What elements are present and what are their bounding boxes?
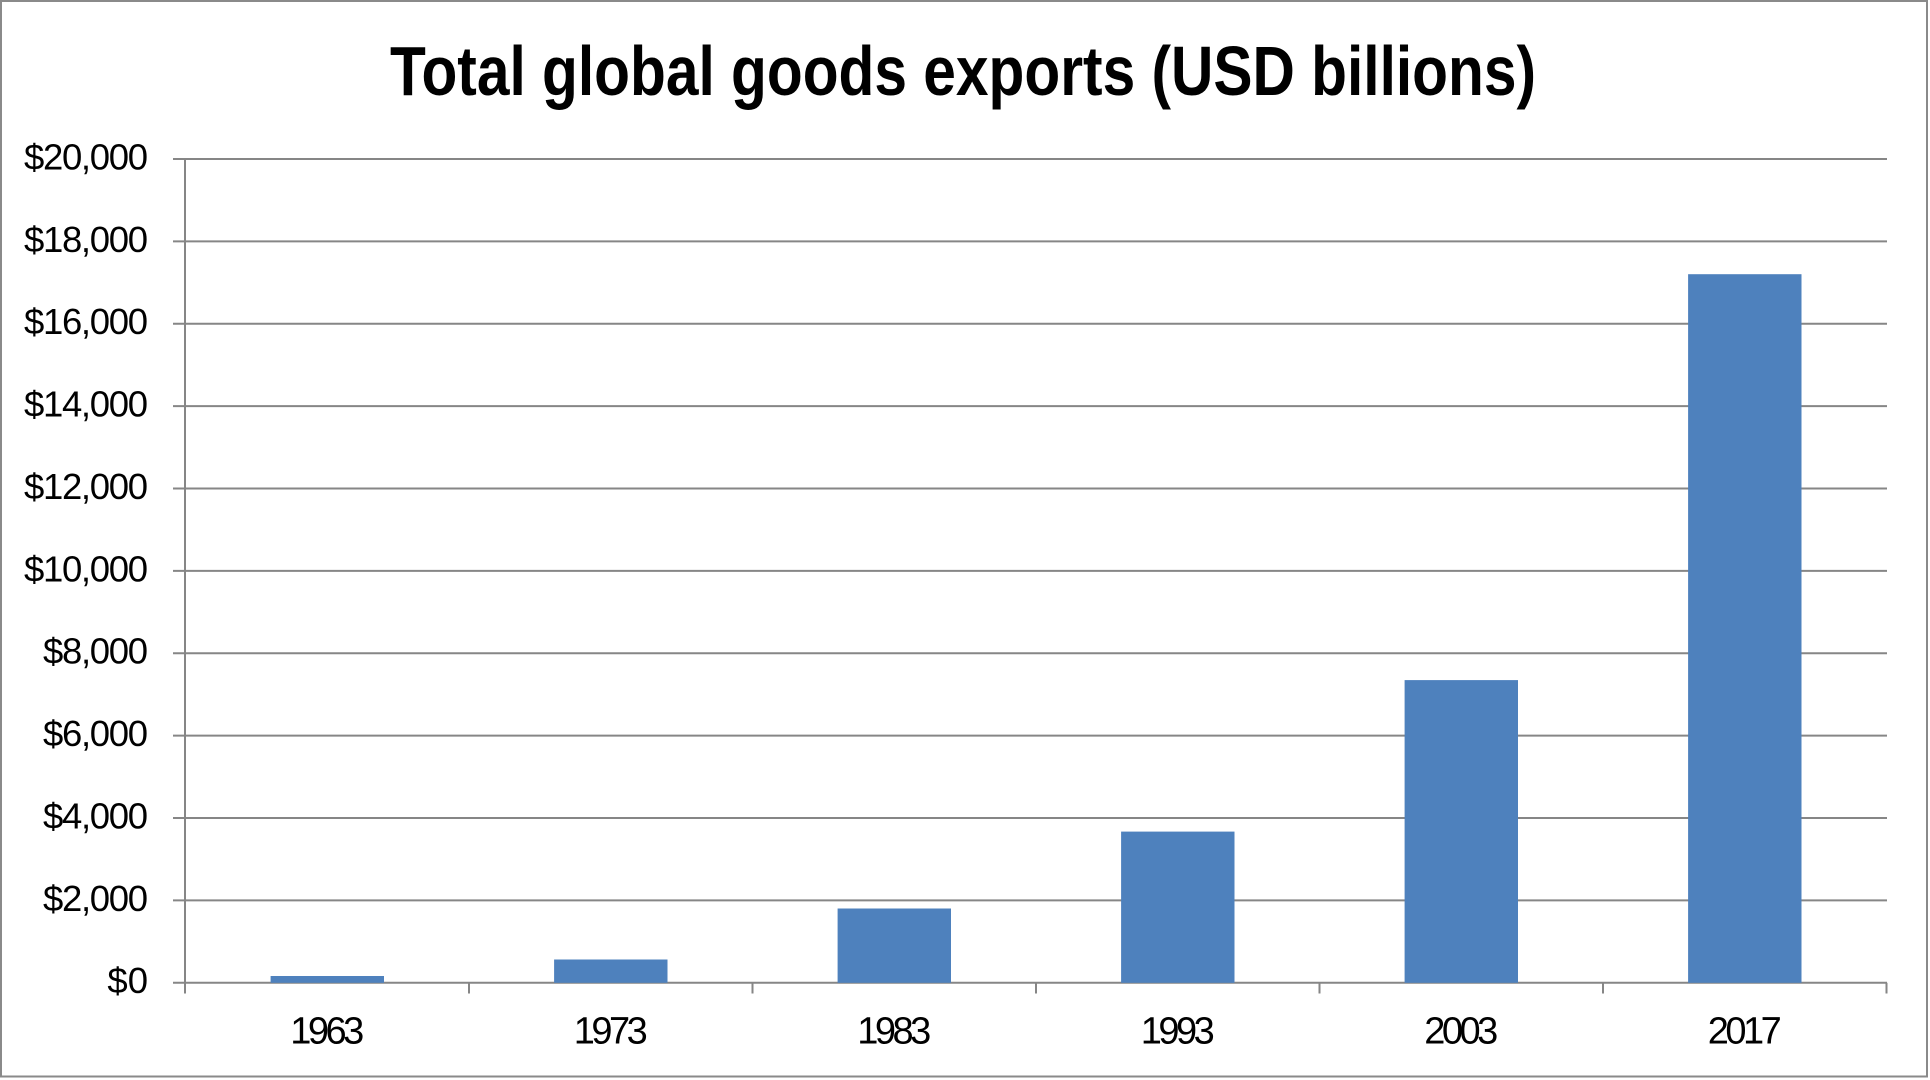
svg-text:$20,000: $20,000 xyxy=(24,136,148,177)
svg-text:$12,000: $12,000 xyxy=(24,466,148,507)
svg-text:$4,000: $4,000 xyxy=(43,795,148,836)
svg-text:$18,000: $18,000 xyxy=(24,219,148,260)
svg-text:$16,000: $16,000 xyxy=(24,301,148,342)
svg-text:1983: 1983 xyxy=(857,1011,931,1053)
svg-text:1963: 1963 xyxy=(290,1011,364,1053)
svg-text:$14,000: $14,000 xyxy=(24,384,148,425)
svg-text:$2,000: $2,000 xyxy=(43,878,148,919)
svg-text:$8,000: $8,000 xyxy=(43,631,148,672)
svg-text:1973: 1973 xyxy=(574,1011,648,1053)
svg-text:2003: 2003 xyxy=(1424,1011,1498,1053)
svg-text:$0: $0 xyxy=(107,960,148,1001)
svg-text:Total global goods exports (US: Total global goods exports (USD billions… xyxy=(390,32,1536,110)
svg-text:1993: 1993 xyxy=(1141,1011,1215,1053)
svg-text:$10,000: $10,000 xyxy=(24,548,148,589)
svg-text:$6,000: $6,000 xyxy=(43,713,148,754)
svg-text:2017: 2017 xyxy=(1708,1011,1782,1053)
